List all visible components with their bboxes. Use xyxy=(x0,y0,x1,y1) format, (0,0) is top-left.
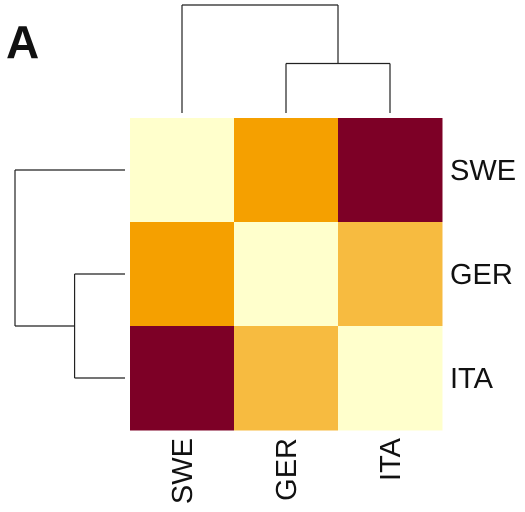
heatmap-cell-ger-swe xyxy=(130,222,235,327)
heatmap-cell-ita-swe xyxy=(130,326,235,431)
heatmap-cell-ita-ger xyxy=(234,326,339,431)
heatmap-cell-ger-ita xyxy=(338,222,443,327)
panel-label: A xyxy=(6,16,39,68)
heatmap-cell-ger-ger xyxy=(234,222,339,327)
row-dendrogram xyxy=(14,169,125,379)
column-dendrogram xyxy=(181,4,391,113)
col-label-swe: SWE xyxy=(167,438,199,504)
heatmap-cell-swe-ger xyxy=(234,118,339,223)
row-labels: SWE GER ITA xyxy=(450,155,516,395)
col-label-ita: ITA xyxy=(375,437,407,481)
row-label-swe: SWE xyxy=(450,155,516,187)
heatmap-cell-ita-ita xyxy=(338,326,443,431)
heatmap-cells xyxy=(130,118,443,431)
col-label-ger: GER xyxy=(271,438,303,501)
heatmap-cell-swe-swe xyxy=(130,118,235,223)
row-label-ita: ITA xyxy=(450,363,494,395)
heatmap-cell-swe-ita xyxy=(338,118,443,223)
row-label-ger: GER xyxy=(450,259,513,291)
column-labels: SWE GER ITA xyxy=(167,437,407,504)
